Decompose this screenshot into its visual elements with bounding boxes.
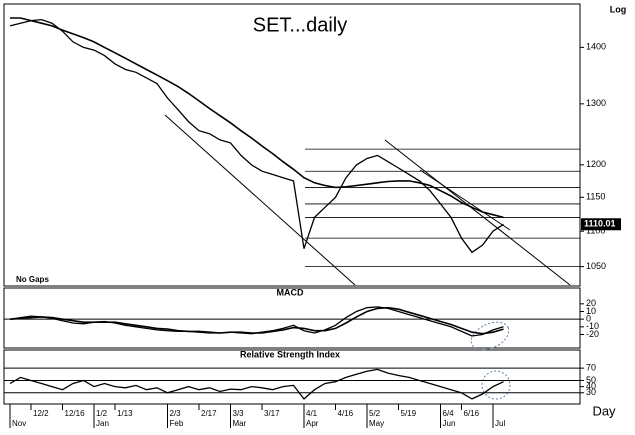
x-tick-label: 2/3 — [170, 409, 182, 418]
x-tick-label: 12/16 — [65, 409, 86, 418]
rsi-title: Relative Strength Index — [240, 349, 340, 359]
month-label: Feb — [170, 419, 184, 428]
y-tick-label: 30 — [586, 387, 596, 397]
month-label: Jul — [495, 419, 505, 428]
last-price-box — [581, 218, 621, 231]
note: No Gaps — [16, 275, 49, 284]
y-tick-label: 1050 — [586, 261, 606, 271]
y-tick-label: 1300 — [586, 98, 606, 108]
y-tick-label: 1100 — [586, 226, 605, 236]
x-tick-label: 1/2 — [96, 409, 108, 418]
month-label: Mar — [233, 419, 247, 428]
trend-line — [164, 114, 356, 286]
y-tick-label: 0 — [586, 314, 591, 324]
y-tick-label: 1150 — [586, 192, 605, 202]
trend-line — [384, 139, 571, 286]
y-tick-label: 10 — [586, 306, 596, 316]
month-label: Jun — [443, 419, 456, 428]
month-label: Jan — [96, 419, 109, 428]
scale-label: Log — [610, 4, 627, 14]
trend-lines — [164, 114, 571, 286]
x-axis-label: Day — [592, 403, 616, 418]
trend-line — [419, 169, 511, 231]
month-label: May — [369, 419, 384, 428]
series-line — [9, 368, 504, 400]
highlight-ellipse — [470, 321, 510, 351]
x-tick-label: 6/4 — [443, 409, 455, 418]
month-label: Apr — [306, 419, 319, 428]
rsi-frame — [3, 349, 581, 405]
x-tick-label: 2/17 — [201, 409, 217, 418]
y-tick-label: -10 — [586, 321, 599, 331]
x-tick-label: 3/17 — [264, 409, 280, 418]
x-tick-label: 3/3 — [233, 409, 245, 418]
y-tick-label: 40 — [586, 381, 596, 391]
y-tick-label: 20 — [586, 298, 596, 308]
macd-title: MACD — [277, 287, 304, 297]
y-tick-label: 1200 — [586, 159, 606, 169]
x-tick-label: 5/2 — [369, 409, 381, 418]
y-tick-label: 50 — [586, 375, 596, 385]
last-price-label: 1110.01 — [584, 219, 616, 229]
y-tick-label: 70 — [586, 363, 596, 373]
macd-frame — [3, 287, 581, 349]
highlight-ellipse — [481, 370, 511, 400]
x-tick-label: 12/2 — [33, 409, 49, 418]
y-tick-label: -20 — [586, 329, 599, 339]
x-tick-label: 4/1 — [306, 409, 318, 418]
chart-title: SET...daily — [253, 14, 347, 36]
month-label: Nov — [12, 419, 26, 428]
x-tick-label: 4/16 — [338, 409, 354, 418]
main-frame — [3, 3, 581, 287]
x-tick-label: 5/19 — [401, 409, 417, 418]
series-line — [9, 306, 504, 335]
y-tick-label: 1400 — [586, 42, 606, 52]
x-tick-label: 1/13 — [117, 409, 133, 418]
series-line — [10, 17, 504, 219]
x-tick-label: 6/16 — [464, 409, 480, 418]
